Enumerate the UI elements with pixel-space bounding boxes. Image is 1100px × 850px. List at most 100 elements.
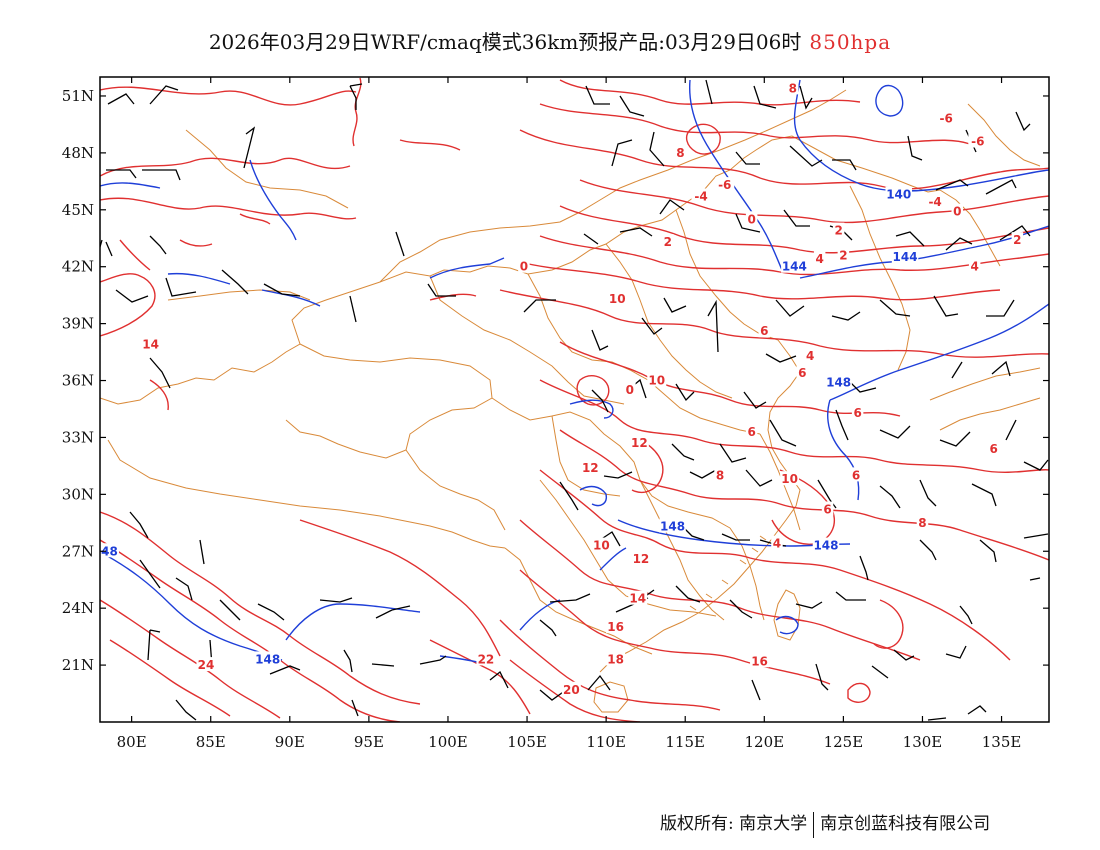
copyright-right: 南京创蓝科技有限公司 [820,814,991,834]
latitude-axis: 51N 48N 45N 42N 39N 36N 33N 30N 27N 24N 21N [62,87,1049,674]
temperature-contour-label-bg [780,471,800,486]
temperature-contour-label: 4 [806,349,814,363]
temperature-contour-label-bg [771,535,783,550]
temp-contour [539,235,1049,276]
height-contour-label-bg [659,518,686,533]
wind-barb [539,689,567,701]
temperature-contour-label: 0 [953,205,961,219]
temperature-contour-label-bg [936,110,956,125]
wind-barb [591,329,609,351]
wind-barb [221,269,249,295]
wind-barb [351,699,359,717]
temp-contour [109,639,231,717]
temperature-contour-label-bg [832,222,845,237]
temperature-contour-label: 10 [593,539,610,553]
province-border-1 [491,397,731,529]
temperature-contour-label-bg [951,203,964,218]
temp-contour [429,639,531,715]
temperature-contour-label-bg [813,251,826,266]
wind-barb [907,135,923,161]
temperature-contour-label: 4 [773,537,781,551]
lat-tick-label: 51N [62,87,94,105]
temperature-contour-label: 16 [607,620,624,634]
wind-barb [149,357,171,389]
map-title: 2026年03月29日WRF/cmaq模式36km预报产品:03月29日06时 8… [0,26,1100,55]
temp-contour [771,469,835,545]
wind-barb [549,593,591,603]
wind-barb [395,231,405,257]
temperature-contour-label: 8 [676,146,684,160]
temperature-contour-label: 8 [918,516,926,530]
height-contour [827,399,860,501]
temperature-contour-label-bg [580,459,600,474]
temperature-contour-label-bg [804,347,816,362]
lon-tick-label: 125E [824,733,864,751]
province-border-4 [605,243,733,399]
temperature-contour-label-bg [674,144,687,159]
province-border-9 [729,527,765,621]
wind-barb [263,283,301,297]
temperature-contour-label-bg [916,514,929,529]
temp-contour [576,375,610,406]
temperature-contour-label-bg [1011,232,1024,247]
height-contour [875,84,904,117]
height-contour-label-bg [254,651,281,666]
wind-barb [817,479,837,509]
wind-barb [343,649,353,673]
wind-barb [147,629,161,661]
wind-barb [735,213,761,233]
mongolia-border [379,89,847,283]
wind-barb [765,353,797,363]
lon-tick-label: 90E [275,733,305,751]
lon-tick-label: 120E [745,733,785,751]
temp-contour [519,519,921,661]
temperature-contour-label: 10 [609,292,626,306]
wind-barb [539,619,557,637]
temperature-contour-label: -4 [928,195,941,209]
wind-barb [689,469,717,479]
temp-contour [352,77,362,147]
wind-barb [939,431,971,447]
lon-tick-label: 130E [903,733,943,751]
plateau-border [285,343,493,459]
temperature-contour-label: 18 [607,652,624,666]
wind-barb [106,169,137,179]
temperature-contour-label-bg [607,290,627,305]
height-contour [249,159,297,241]
wind-barb [100,239,113,257]
height-contour-label: 148 [660,520,685,534]
interior-border-b [551,415,621,497]
temp-contour [509,659,641,722]
wind-barb [775,299,805,317]
temperature-contour-label: 6 [852,468,860,482]
lon-tick-label: 110E [586,733,626,751]
temp-contour [559,341,901,417]
temp-contour [100,197,357,220]
temp-contour [519,261,1001,301]
wind-barb [139,559,161,589]
japan-coast [929,367,1041,431]
height-contour-label: 144 [782,260,807,274]
title-main: 2026年03月29日WRF/cmaq模式36km预报产品:03月29日06时 [208,30,802,54]
wind-barb [659,199,685,215]
height-contour-label-bg [812,537,840,552]
wind-barb [971,483,997,507]
wind-barb [1023,459,1049,471]
wind-barb [871,665,889,679]
temperature-contour-label-bg [631,550,651,565]
temperature-contour-label-bg [796,364,809,379]
wind-barb [219,599,241,621]
temperature-contour-label: 6 [760,324,768,338]
wind-barb [999,225,1031,241]
temperature-contour-label-bg [476,651,496,666]
temperature-contour-label-bg [968,133,988,148]
province-border-2 [429,275,625,405]
temperature-contour-label: 6 [798,366,806,380]
province-border-5 [675,209,779,341]
province-border-3 [527,273,761,435]
temperature-contour-label-bg [591,537,611,552]
wind-barb [895,231,925,247]
border-layer [100,89,1041,713]
wind-barb [611,139,633,167]
